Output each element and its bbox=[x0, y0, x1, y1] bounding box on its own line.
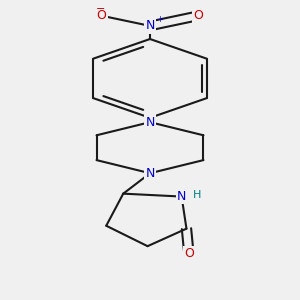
Text: N: N bbox=[145, 167, 155, 180]
Text: N: N bbox=[177, 190, 186, 203]
Text: +: + bbox=[156, 15, 163, 24]
Text: N: N bbox=[145, 20, 155, 32]
Text: O: O bbox=[184, 247, 194, 260]
Text: H: H bbox=[193, 190, 201, 200]
Text: −: − bbox=[96, 4, 106, 14]
Text: O: O bbox=[96, 9, 106, 22]
Text: N: N bbox=[145, 116, 155, 129]
Text: O: O bbox=[194, 9, 204, 22]
